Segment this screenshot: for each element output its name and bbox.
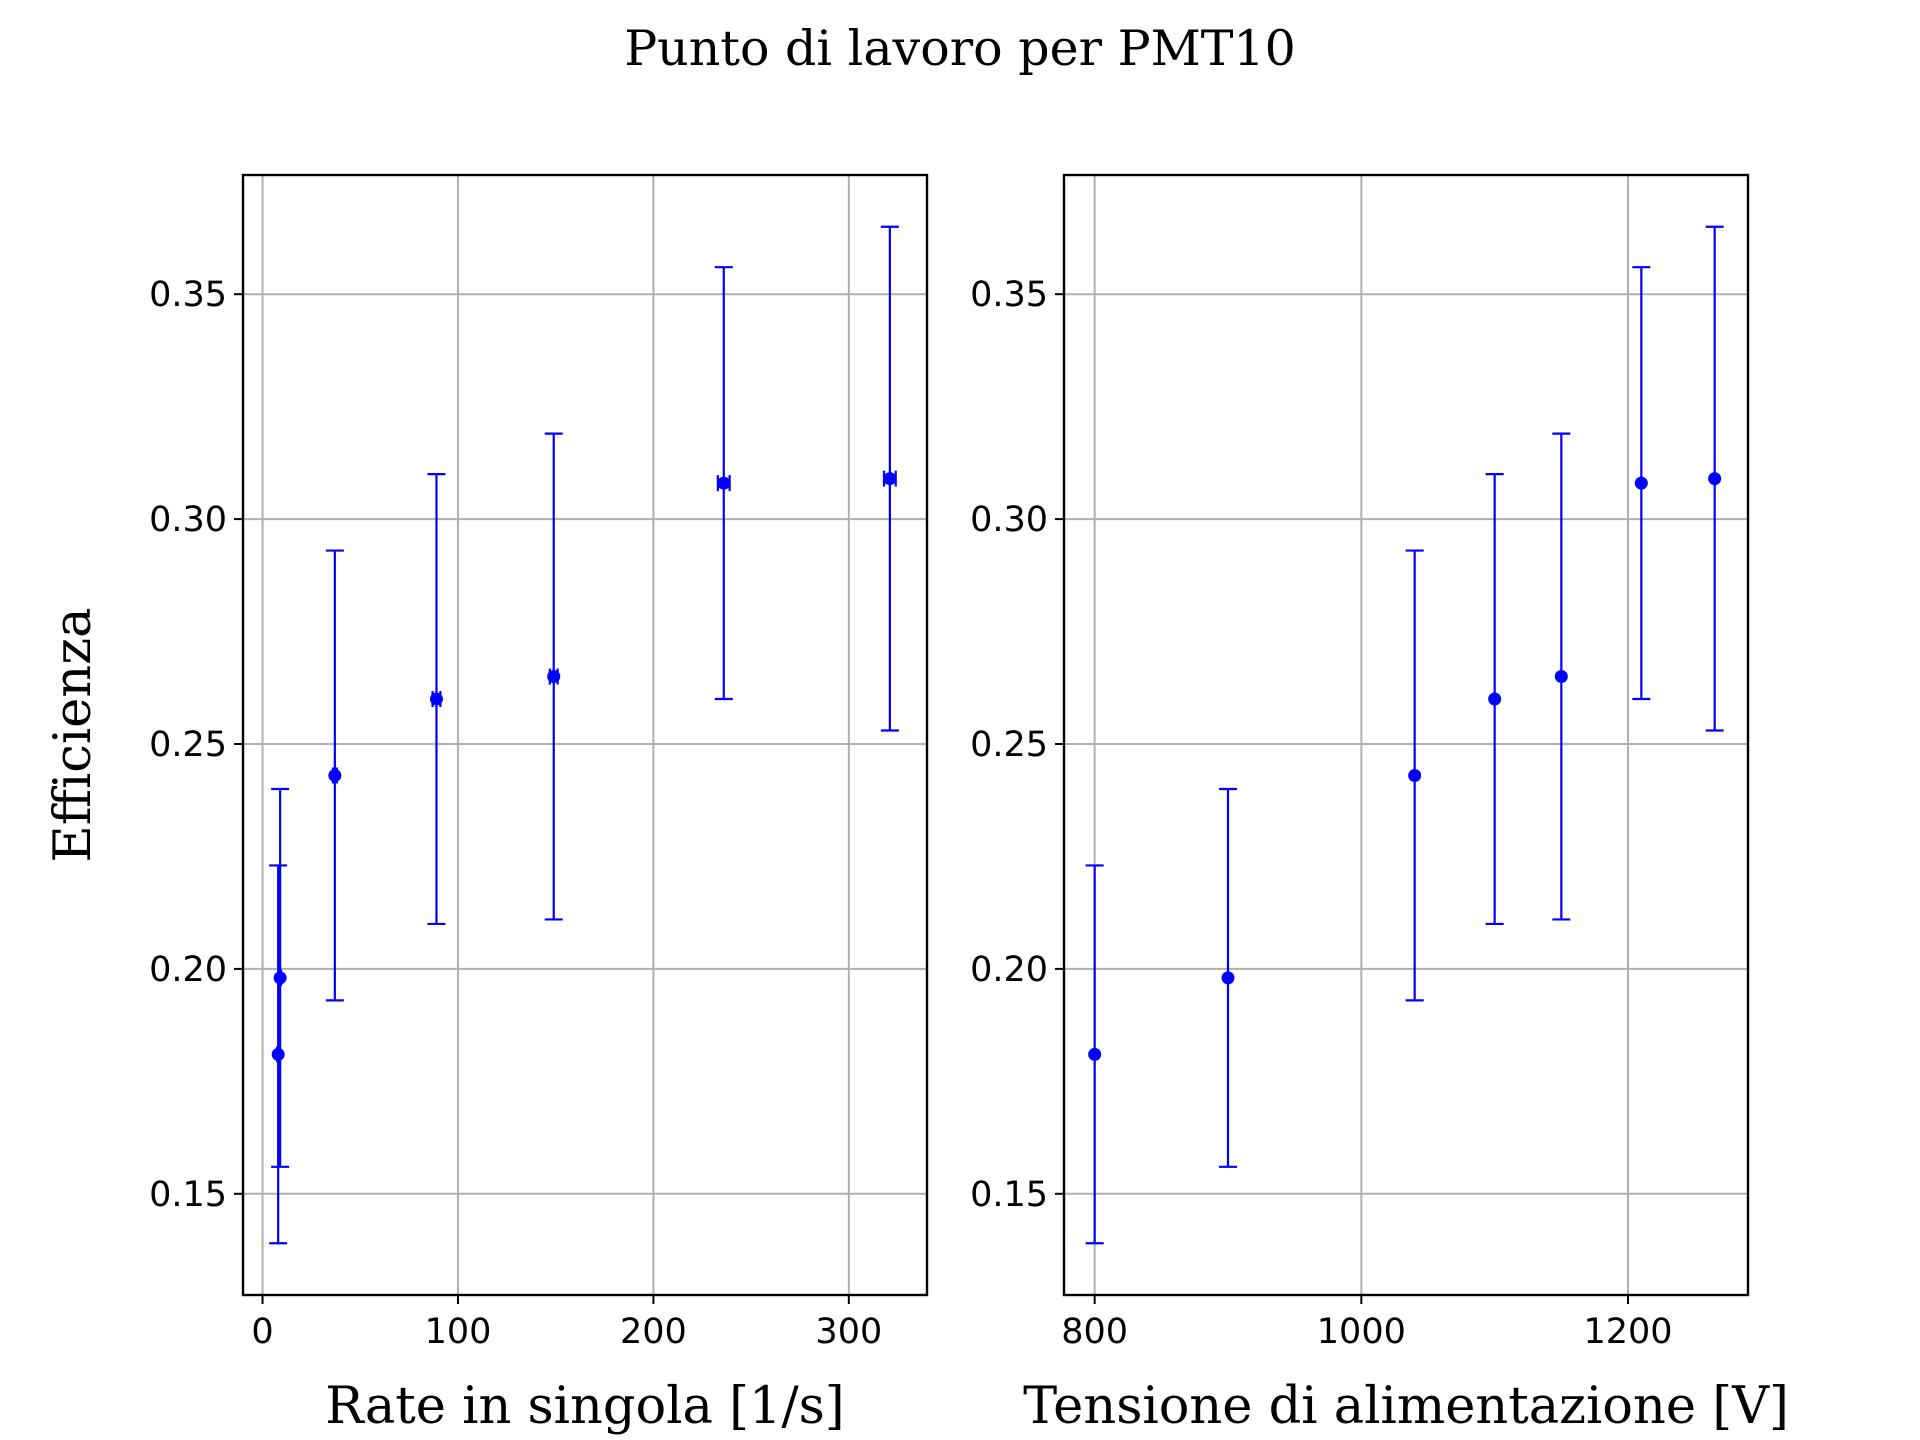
data-marker (1634, 476, 1648, 490)
left-y-tick-label: 0.15 (149, 1175, 227, 1215)
left-y-tick-label: 0.20 (149, 950, 227, 990)
left-data-point (880, 225, 899, 732)
right-y-tick-label: 0.25 (970, 725, 1048, 765)
data-marker (273, 971, 287, 985)
right-panel-ticks: 800 1000 1200 0.15 0.20 0.25 0.30 0.35 (970, 275, 1672, 1352)
left-data-point (544, 432, 563, 921)
right-y-tick-label: 0.15 (970, 1175, 1048, 1215)
right-x-tick-label: 1200 (1583, 1312, 1672, 1352)
data-marker (883, 472, 897, 486)
right-y-tick-label: 0.35 (970, 275, 1048, 315)
left-x-tick-label: 0 (251, 1312, 273, 1352)
left-panel-grid (243, 175, 927, 1295)
left-panel-frame (241, 173, 929, 1297)
right-data-point (1632, 266, 1651, 701)
left-panel-points (269, 225, 899, 1245)
left-panel-y-axis-label: Efficienza (44, 608, 103, 863)
left-data-point (269, 864, 288, 1245)
right-panel-frame (1062, 173, 1750, 1297)
data-marker (271, 1047, 285, 1061)
data-marker (429, 692, 443, 706)
data-marker (717, 476, 731, 490)
data-marker (547, 670, 561, 684)
right-x-tick-label: 1000 (1317, 1312, 1406, 1352)
left-x-tick-label: 300 (815, 1312, 882, 1352)
right-panel: 800 1000 1200 0.15 0.20 0.25 0.30 0.35 Tensione… (970, 173, 1789, 1436)
data-marker (1488, 692, 1502, 706)
right-data-point (1405, 549, 1424, 1002)
right-y-tick-label: 0.20 (970, 950, 1048, 990)
left-x-tick-label: 100 (425, 1312, 492, 1352)
right-y-tick-label: 0.30 (970, 500, 1048, 540)
data-marker (1408, 768, 1422, 782)
left-y-tick-label: 0.35 (149, 275, 227, 315)
left-data-point (271, 787, 290, 1168)
right-panel-grid (1064, 175, 1748, 1295)
left-panel-ticks: 0 100 200 300 0.15 0.20 0.25 0.30 0.35 (149, 275, 882, 1352)
data-marker (328, 768, 342, 782)
left-panel-x-axis-label: Rate in singola [1/s] (325, 1377, 844, 1436)
left-y-tick-label: 0.25 (149, 725, 227, 765)
right-data-point (1485, 473, 1504, 926)
data-marker (1708, 472, 1722, 486)
data-marker (1221, 971, 1235, 985)
left-data-point (427, 473, 446, 926)
right-panel-points (1085, 225, 1724, 1245)
data-marker (1554, 670, 1568, 684)
right-data-point (1705, 225, 1724, 732)
right-data-point (1552, 432, 1571, 921)
chart-title: Punto di lavoro per PMT10 (624, 20, 1296, 77)
left-data-point (714, 266, 733, 701)
right-data-point (1085, 864, 1104, 1245)
right-x-tick-label: 800 (1061, 1312, 1128, 1352)
left-panel: 0 100 200 300 0.15 0.20 0.25 0.30 0.35 Rate in s… (44, 173, 929, 1436)
left-x-tick-label: 200 (620, 1312, 687, 1352)
right-panel-x-axis-label: Tensione di alimentazione [V] (1023, 1377, 1789, 1436)
left-data-point (325, 549, 344, 1002)
left-y-tick-label: 0.30 (149, 500, 227, 540)
right-data-point (1219, 787, 1237, 1168)
data-marker (1088, 1047, 1102, 1061)
